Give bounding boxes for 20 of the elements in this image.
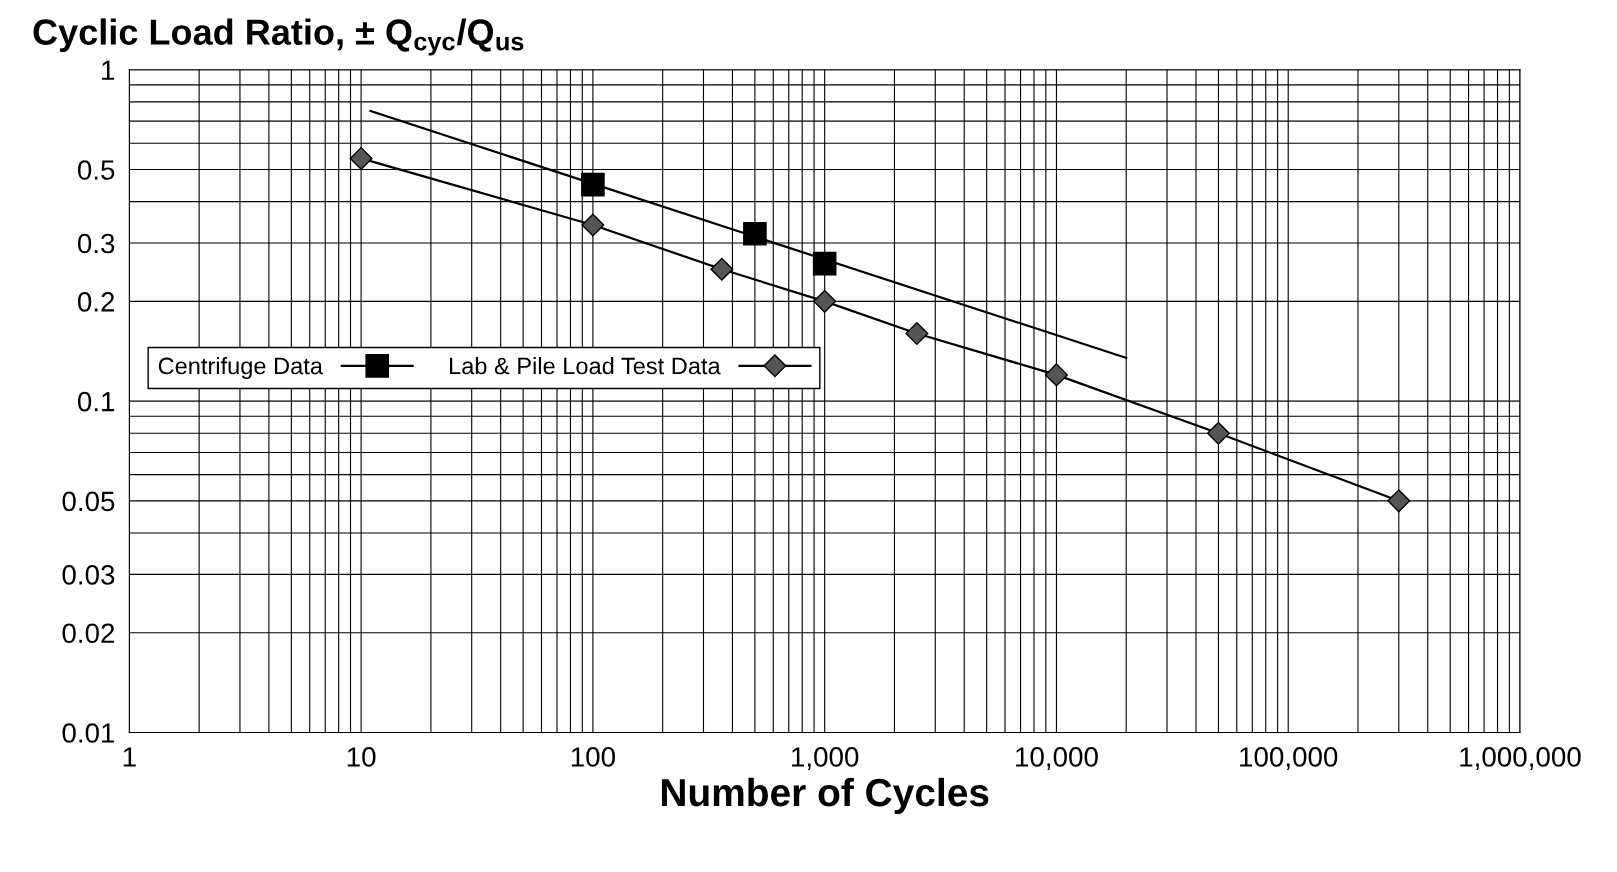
y-tick-label: 0.02 xyxy=(62,623,115,644)
x-tick-label: 1,000 xyxy=(792,747,859,771)
x-tick-label: 1 xyxy=(123,747,136,767)
x-tick-label: 100 xyxy=(571,747,615,767)
legend-label: Lab & Pile Load Test Data xyxy=(450,356,721,375)
y-tick-label: 0.3 xyxy=(77,233,115,254)
x-tick-label: 10 xyxy=(347,747,376,767)
y-tick-label: 0.03 xyxy=(62,565,115,585)
x-tick-label: 10,000 xyxy=(1016,747,1098,771)
legend-label: Centrifuge Data xyxy=(158,356,323,379)
x-tick-label: 100,000 xyxy=(1240,747,1338,771)
y-tick-label: 0.05 xyxy=(62,491,115,512)
x-tick-label: 1,000,000 xyxy=(1460,747,1581,771)
x-axis-title: Number of Cycles xyxy=(661,777,989,815)
y-tick-label: 1 xyxy=(102,60,115,80)
y-tick-label: 0.1 xyxy=(77,391,115,412)
y-tick-label: 0.5 xyxy=(77,160,115,180)
y-tick-label: 0.2 xyxy=(77,292,115,312)
chart-title: Cyclic Load Ratio, ± Q$_{cyc}$/Q$_{us}$ xyxy=(33,18,524,56)
y-tick-label: 0.01 xyxy=(62,723,115,743)
